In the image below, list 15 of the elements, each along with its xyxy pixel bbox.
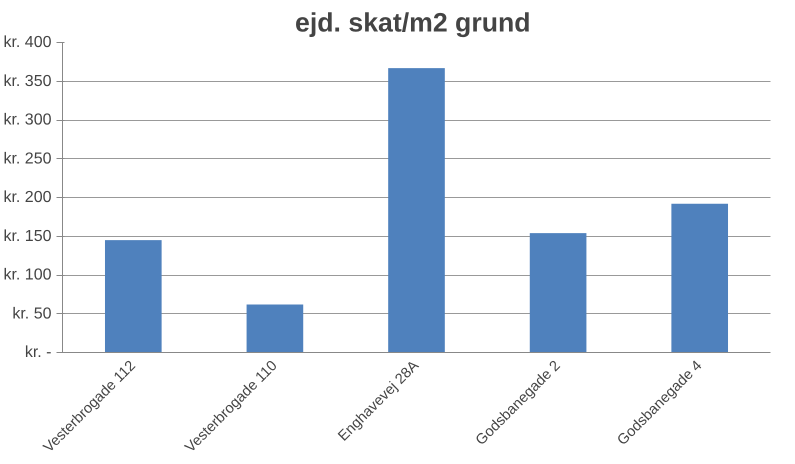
bar	[104, 240, 162, 352]
y-tick-label: kr. 150	[3, 228, 52, 245]
bar	[671, 204, 728, 352]
bar	[246, 304, 304, 352]
bar	[388, 68, 445, 352]
y-tick-label: kr. -	[24, 344, 52, 361]
y-tick-label: kr. 250	[3, 150, 52, 168]
y-tick-label: kr. 200	[3, 189, 52, 206]
y-tick-label: kr. 350	[3, 72, 52, 90]
y-tick-label: kr. 400	[3, 34, 52, 51]
bar	[530, 233, 586, 352]
y-tick-label: kr. 300	[3, 112, 52, 128]
chart-title: ejd. skat/m2 grund	[295, 8, 531, 38]
y-tick-label: kr. 50	[12, 305, 52, 322]
y-tick-label: kr. 100	[3, 266, 52, 284]
